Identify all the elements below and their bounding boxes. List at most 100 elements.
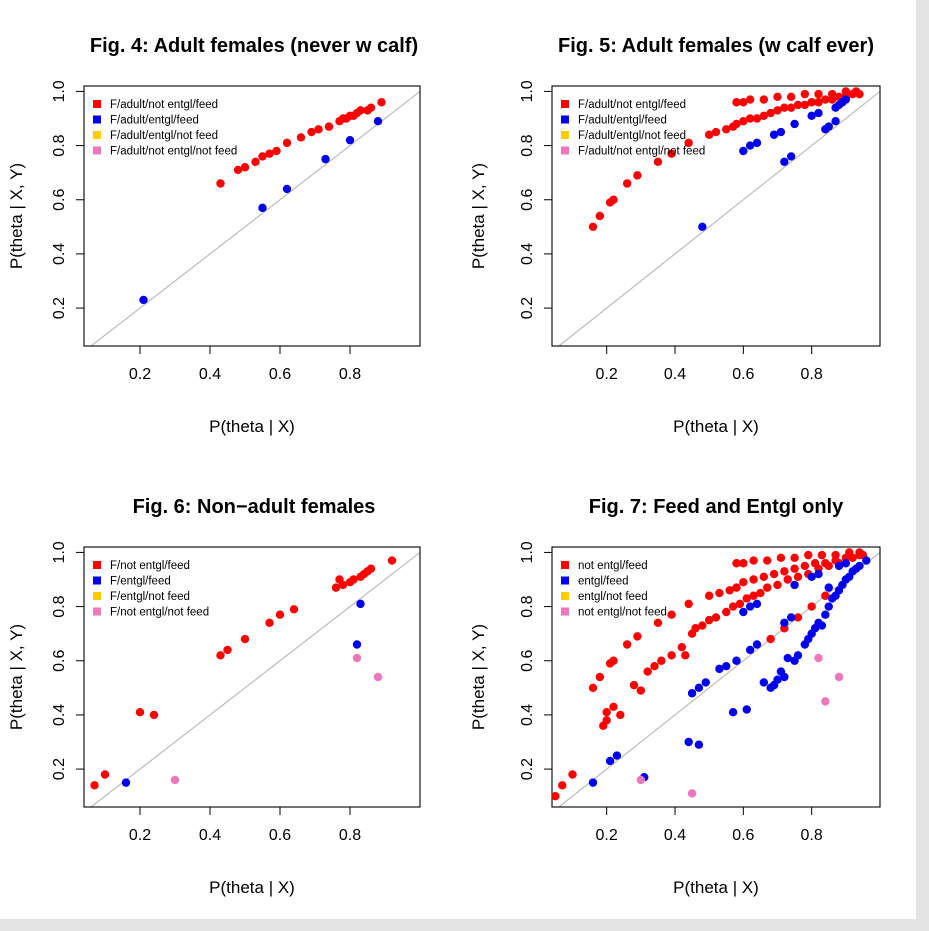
data-point xyxy=(282,184,292,194)
legend-label: F/entgl/feed xyxy=(110,576,171,588)
data-point xyxy=(233,165,243,175)
plot-frame xyxy=(83,546,421,808)
legend-label: F/adult/not entgl/not feed xyxy=(110,146,237,158)
data-point xyxy=(366,564,376,573)
scatter-panel: Fig. 4: Adult females (never w calf) 0.2 0… xyxy=(7,35,421,436)
data-point xyxy=(602,708,611,717)
y-tick-label: 1.0 xyxy=(519,80,536,102)
data-point xyxy=(773,580,782,590)
data-point xyxy=(373,672,383,682)
data-point xyxy=(568,770,577,779)
data-point xyxy=(653,157,663,167)
data-point xyxy=(715,664,724,674)
legend-label: F/adult/not entgl/feed xyxy=(578,99,686,111)
legend-label: entgl/feed xyxy=(578,576,629,588)
legend-label: not entgl/not feed xyxy=(578,607,667,619)
data-point xyxy=(258,203,267,213)
data-point xyxy=(694,683,704,693)
series-points xyxy=(636,653,844,798)
x-axis-label: P(theta | X) xyxy=(673,878,759,897)
data-point xyxy=(338,580,348,590)
scatter-figure-grid: Fig. 4: Adult females (never w calf) 0.2 0… xyxy=(7,35,881,897)
data-point xyxy=(745,602,755,611)
data-point xyxy=(216,651,225,660)
x-tick-label: 0.2 xyxy=(129,827,151,844)
data-point xyxy=(387,556,397,565)
x-tick-label: 0.6 xyxy=(732,366,754,383)
legend-label: F/entgl/not feed xyxy=(110,591,190,603)
legend-label: F/adult/not entgl/feed xyxy=(110,99,218,111)
legend-label: not entgl/feed xyxy=(578,560,648,572)
data-point xyxy=(742,705,751,714)
y-tick-label: 0.4 xyxy=(51,704,68,726)
diagonal-reference-line xyxy=(90,90,420,346)
data-point xyxy=(814,98,823,107)
x-tick-label: 0.8 xyxy=(801,827,823,844)
data-point xyxy=(732,583,741,592)
data-point xyxy=(817,621,827,630)
data-point xyxy=(773,92,782,102)
legend-label: F/adult/entgl/feed xyxy=(110,115,199,127)
legend-swatch xyxy=(561,592,569,600)
data-point xyxy=(240,634,250,644)
series-points xyxy=(588,87,864,232)
data-point xyxy=(633,171,642,180)
data-point xyxy=(824,561,833,571)
data-point xyxy=(732,119,741,129)
data-point xyxy=(793,651,803,660)
legend-swatch xyxy=(93,146,101,155)
data-point xyxy=(834,672,844,682)
data-point xyxy=(800,100,810,110)
data-point xyxy=(759,111,769,120)
data-point xyxy=(752,640,762,649)
data-point xyxy=(698,621,707,630)
data-point xyxy=(786,152,796,161)
legend-swatch xyxy=(561,146,569,155)
data-point xyxy=(773,106,782,115)
data-point xyxy=(824,122,833,131)
data-point xyxy=(739,559,748,568)
data-point xyxy=(763,583,772,592)
legend-swatch xyxy=(93,607,101,616)
legend-swatch xyxy=(93,131,101,139)
x-tick-label: 0.4 xyxy=(199,827,221,844)
data-point xyxy=(307,127,316,137)
data-point xyxy=(742,594,751,603)
data-point xyxy=(223,645,232,655)
data-point xyxy=(756,588,765,598)
figure-page: Fig. 4: Adult females (never w calf) 0.2 0… xyxy=(0,0,916,919)
data-point xyxy=(677,643,687,652)
data-point xyxy=(650,661,659,671)
legend-label: F/adult/entgl/not feed xyxy=(578,130,686,142)
data-point xyxy=(780,672,789,682)
data-point xyxy=(629,680,639,690)
legend-swatch xyxy=(93,100,101,108)
data-point xyxy=(609,195,618,204)
data-point xyxy=(149,710,159,720)
y-tick-label: 0.6 xyxy=(519,189,536,211)
data-point xyxy=(759,95,769,104)
data-point xyxy=(595,672,605,682)
data-point xyxy=(352,653,362,663)
chart-title: Fig. 4: Adult females (never w calf) xyxy=(90,35,418,57)
legend-label: F/not entgl/not feed xyxy=(110,607,209,619)
data-point xyxy=(684,138,693,148)
data-point xyxy=(827,89,837,99)
data-point xyxy=(272,146,281,156)
data-point xyxy=(715,588,724,598)
data-point xyxy=(377,98,386,107)
x-tick-label: 0.4 xyxy=(199,366,221,383)
data-point xyxy=(804,550,813,560)
data-point xyxy=(769,569,779,579)
y-tick-label: 1.0 xyxy=(51,80,68,102)
data-point xyxy=(862,556,871,565)
diagonal-reference-line xyxy=(558,90,880,346)
data-point xyxy=(783,653,792,663)
data-point xyxy=(749,575,758,584)
series-points xyxy=(121,599,365,787)
data-point xyxy=(766,634,775,644)
legend: F/adult/not entgl/feed F/adult/entgl/feed… xyxy=(561,99,705,158)
plot-frame xyxy=(551,85,881,347)
data-point xyxy=(793,613,803,622)
x-tick-label: 0.8 xyxy=(339,366,361,383)
